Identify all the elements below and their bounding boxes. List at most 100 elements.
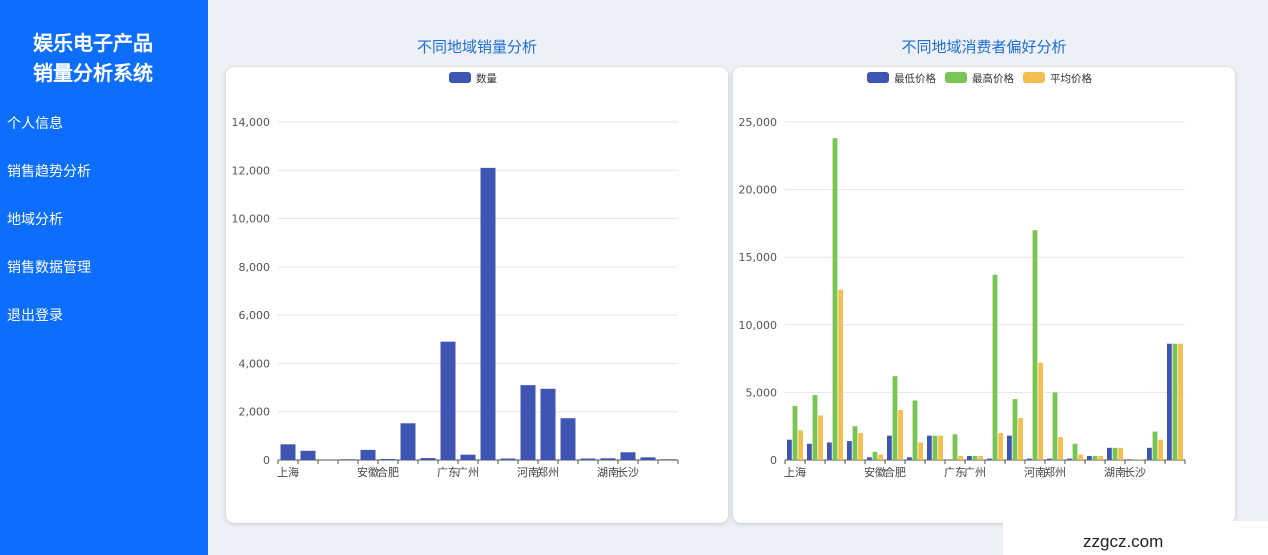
x-tick-label: 郑州	[537, 465, 559, 479]
app-title-line1: 娱乐电子产品	[33, 31, 153, 55]
bar-数量	[360, 449, 376, 460]
bar-最高价格	[792, 405, 798, 460]
bar-最高价格	[1172, 343, 1178, 460]
bar-最低价格	[787, 439, 792, 460]
bar-最低价格	[1147, 447, 1152, 460]
bar-数量	[640, 457, 656, 460]
bar-平均价格	[998, 432, 1003, 460]
x-tick-label: 安徽	[357, 465, 379, 479]
legend-swatch	[945, 72, 967, 83]
bar-数量	[380, 459, 396, 460]
legend-swatch	[867, 72, 889, 83]
x-tick-label: 河南	[517, 466, 539, 479]
bar-数量	[340, 459, 356, 460]
legend-label: 最高价格	[972, 72, 1014, 85]
bar-最低价格	[827, 442, 832, 460]
bar-平均价格	[898, 409, 903, 460]
bar-最低价格	[847, 441, 852, 460]
y-tick-label: 25,000	[739, 116, 778, 129]
bar-平均价格	[938, 435, 943, 460]
bar-最低价格	[1027, 458, 1032, 460]
sidebar-item-profile[interactable]: 个人信息	[7, 116, 63, 132]
bar-平均价格	[978, 455, 983, 460]
x-tick-label: 广东	[944, 466, 966, 479]
x-tick-label: 合肥	[377, 465, 399, 479]
bar-平均价格	[1078, 454, 1083, 460]
y-tick-label: 10,000	[232, 213, 271, 226]
legend-swatch	[1023, 72, 1045, 83]
bar-最高价格	[952, 434, 958, 460]
watermark: zzgcz.com	[1003, 521, 1268, 555]
bar-数量	[420, 458, 436, 460]
y-tick-label: 2,000	[239, 406, 271, 419]
bar-数量	[500, 458, 516, 460]
bar-最高价格	[1052, 392, 1058, 460]
x-tick-label: 广州	[964, 466, 986, 479]
x-tick-label: 长沙	[617, 466, 639, 479]
bar-平均价格	[1018, 418, 1023, 460]
bar-数量	[560, 418, 576, 460]
bar-最高价格	[1092, 455, 1098, 460]
y-tick-label: 0	[770, 454, 777, 467]
sidebar-item-sales-trend[interactable]: 销售趋势分析	[7, 164, 91, 180]
bar-最低价格	[867, 457, 872, 460]
bar-数量	[580, 458, 596, 460]
bar-平均价格	[1178, 343, 1183, 460]
bar-数量	[460, 454, 476, 460]
x-tick-label: 河南	[1024, 466, 1046, 479]
bar-最高价格	[992, 274, 998, 460]
bar-最低价格	[1087, 455, 1092, 460]
x-tick-label: 广东	[437, 466, 459, 479]
bar-数量	[300, 450, 316, 460]
bar-数量	[280, 444, 296, 460]
bar-最高价格	[812, 395, 818, 460]
bar-最高价格	[832, 138, 838, 460]
bar-最低价格	[927, 435, 932, 460]
bar-平均价格	[1138, 459, 1143, 460]
bar-平均价格	[1038, 362, 1043, 460]
y-tick-label: 6,000	[239, 309, 271, 322]
bar-最低价格	[1067, 458, 1072, 460]
bar-平均价格	[1098, 455, 1103, 460]
bar-最低价格	[907, 457, 912, 460]
bar-数量	[600, 458, 616, 460]
x-tick-label: 长沙	[1124, 466, 1146, 479]
bar-最高价格	[1072, 443, 1078, 460]
bar-最低价格	[1047, 458, 1052, 460]
bar-最低价格	[1107, 447, 1112, 460]
bar-数量	[400, 423, 416, 460]
bar-最低价格	[1167, 343, 1172, 460]
sidebar-item-region-analysis[interactable]: 地域分析	[7, 212, 63, 228]
left-panel-title: 不同地域销量分析	[416, 38, 537, 56]
sidebar: 娱乐电子产品 销量分析系统 个人信息 销售趋势分析 地域分析 销售数据管理 退出…	[0, 0, 208, 555]
bar-最高价格	[1112, 447, 1118, 460]
x-tick-label: 安徽	[864, 465, 886, 479]
bar-最高价格	[1132, 459, 1138, 460]
x-tick-label: 湖南	[1104, 466, 1126, 479]
bar-平均价格	[1118, 447, 1123, 460]
legend-label: 最低价格	[894, 72, 936, 85]
bar-数量	[440, 341, 456, 460]
bar-最高价格	[912, 400, 918, 460]
price-preference-chart-card: 0 5,000 10,000 15,000 20,000 25,000 上海 安徽 合肥 广东 广州…	[733, 67, 1235, 523]
y-tick-label: 8,000	[239, 261, 271, 274]
bar-最低价格	[807, 443, 812, 460]
y-tick-label: 4,000	[239, 357, 271, 370]
bar-数量	[620, 452, 636, 460]
bar-最高价格	[1032, 230, 1038, 460]
sidebar-item-logout[interactable]: 退出登录	[7, 308, 63, 324]
bar-最高价格	[852, 426, 858, 460]
x-tick-label: 广州	[457, 466, 479, 479]
bar-最低价格	[987, 458, 992, 460]
y-tick-label: 20,000	[739, 184, 778, 197]
sidebar-menu: 个人信息 销售趋势分析 地域分析 销售数据管理 退出登录	[7, 112, 91, 352]
bar-平均价格	[918, 442, 923, 460]
sidebar-item-sales-data[interactable]: 销售数据管理	[7, 260, 91, 276]
y-tick-label: 0	[263, 454, 270, 467]
x-tick-label: 合肥	[884, 465, 906, 479]
bar-平均价格	[1058, 437, 1063, 460]
bar-数量	[480, 167, 496, 460]
bar-最低价格	[1007, 435, 1012, 460]
legend-label: 数量	[476, 72, 497, 85]
